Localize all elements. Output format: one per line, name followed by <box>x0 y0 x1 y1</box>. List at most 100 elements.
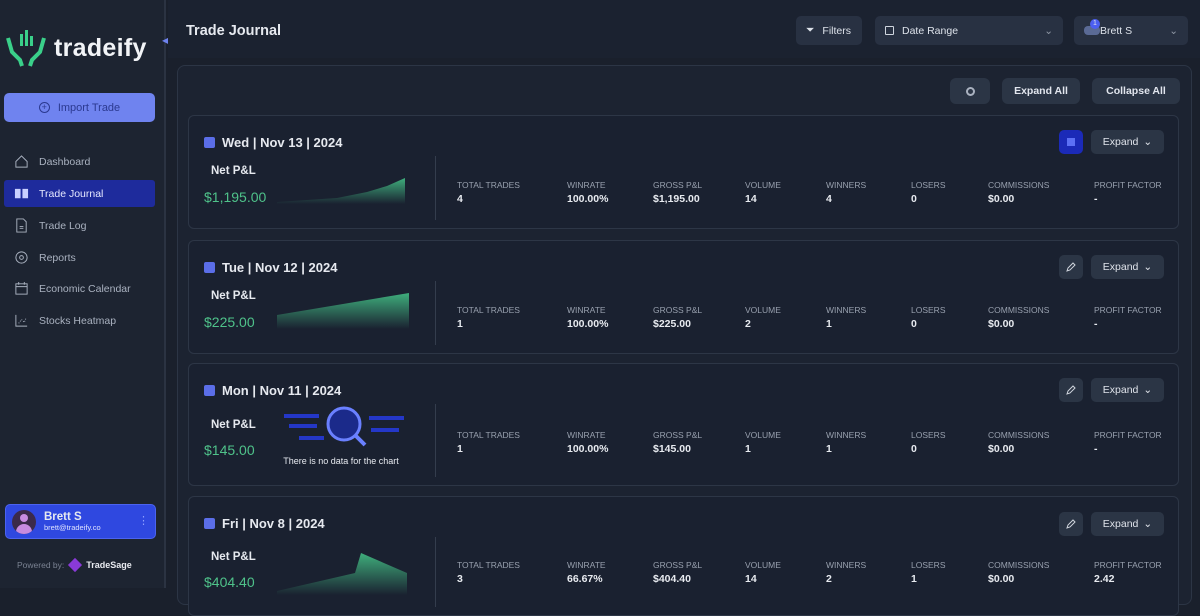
stat: VOLUME 14 <box>745 560 781 585</box>
stat-value: 4 <box>826 193 832 205</box>
edit-note-button[interactable] <box>1059 130 1083 154</box>
sidebar-item-reports[interactable]: Reports <box>4 244 155 271</box>
tradesage-logo-icon <box>68 557 83 573</box>
nav-label: Trade Log <box>39 219 87 232</box>
sidebar-item-dashboard[interactable]: Dashboard <box>4 148 155 175</box>
stat-value: 2 <box>826 573 832 585</box>
stat-value: $0.00 <box>988 318 1015 330</box>
no-data-magnifier-icon <box>284 406 404 447</box>
stat-value: 100.00% <box>567 318 609 330</box>
home-icon <box>15 155 28 168</box>
stat: WINRATE 66.67% <box>567 560 606 585</box>
day-date: Wed | Nov 13 | 2024 <box>204 135 342 150</box>
edit-icon <box>1066 385 1076 395</box>
calendar-icon <box>204 262 215 273</box>
date-label: Mon | Nov 11 | 2024 <box>222 383 342 398</box>
heatmap-icon <box>15 314 28 327</box>
calendar-icon <box>204 137 215 148</box>
stat-value: $1,195.00 <box>653 193 700 205</box>
sidebar-item-trade-log[interactable]: Trade Log <box>4 212 155 239</box>
powered-brand: TradeSage <box>86 560 132 570</box>
sidebar-item-stocks-heatmap[interactable]: Stocks Heatmap <box>4 307 155 334</box>
expand-button[interactable]: Expand ⌄ <box>1091 130 1164 154</box>
stat-label: LOSERS <box>911 430 946 440</box>
stat-label: GROSS P&L <box>653 180 703 190</box>
account-select[interactable]: 1 Brett S ⌄ <box>1074 16 1188 45</box>
edit-icon <box>1066 262 1076 272</box>
calendar-icon <box>885 26 894 35</box>
expand-button[interactable]: Expand ⌄ <box>1091 255 1164 279</box>
net-pnl-value: $225.00 <box>204 314 255 330</box>
edit-icon <box>1067 138 1075 146</box>
stat-label: GROSS P&L <box>653 430 703 440</box>
chevron-down-icon: ⌄ <box>1143 384 1153 396</box>
expand-all-button[interactable]: Expand All <box>1002 78 1080 104</box>
stat-value: 0 <box>911 318 917 330</box>
net-pnl-label: Net P&L <box>211 290 256 302</box>
stat: WINNERS 1 <box>826 430 866 455</box>
date-range-label: Date Range <box>902 24 959 37</box>
stat-label: WINNERS <box>826 305 867 315</box>
sidebar-item-trade-journal[interactable]: Trade Journal <box>4 180 155 207</box>
stat-label: WINRATE <box>567 430 606 440</box>
stat-label: PROFIT FACTOR <box>1094 305 1162 315</box>
stat-label: COMMISSIONS <box>988 430 1050 440</box>
import-trade-button[interactable]: + Import Trade <box>4 93 155 122</box>
edit-note-button[interactable] <box>1059 378 1083 402</box>
powered-by: Powered by: TradeSage <box>17 557 132 573</box>
nav-label: Stocks Heatmap <box>39 314 117 327</box>
sidebar-item-economic-calendar[interactable]: Economic Calendar <box>4 275 155 302</box>
account-label: Brett S <box>1100 24 1133 37</box>
expand-button[interactable]: Expand ⌄ <box>1091 378 1164 402</box>
stat-label: GROSS P&L <box>653 560 703 570</box>
edit-note-button[interactable] <box>1059 255 1083 279</box>
stat: COMMISSIONS $0.00 <box>988 305 1049 330</box>
stat-label: TOTAL TRADES <box>457 430 520 440</box>
collapse-all-button[interactable]: Collapse All <box>1092 78 1180 104</box>
stat-value: 100.00% <box>567 443 609 455</box>
stat: WINRATE 100.00% <box>567 305 608 330</box>
more-vertical-icon[interactable]: ⋮ <box>138 515 149 527</box>
day-card: Wed | Nov 13 | 2024 Expand ⌄ Net P&L $1,1… <box>188 115 1179 229</box>
net-pnl-label: Net P&L <box>211 551 256 563</box>
calendar-icon <box>204 385 215 396</box>
stat-label: VOLUME <box>745 180 781 190</box>
stat: PROFIT FACTOR - <box>1094 305 1162 330</box>
edit-note-button[interactable] <box>1059 512 1083 536</box>
date-range-select[interactable]: Date Range ⌄ <box>875 16 1063 45</box>
stat-value: $145.00 <box>653 443 691 455</box>
filters-button[interactable]: ⏷ Filters <box>796 16 862 45</box>
logo[interactable]: tradeify <box>6 28 147 68</box>
stat-value: 1 <box>457 443 463 455</box>
stat-value: 100.00% <box>567 193 609 205</box>
stat-label: WINNERS <box>826 560 867 570</box>
document-icon <box>16 218 27 233</box>
chevron-down-icon: ⌄ <box>1143 261 1153 273</box>
stat: GROSS P&L $225.00 <box>653 305 702 330</box>
calendar-icon <box>204 518 215 529</box>
stat-label: WINRATE <box>567 305 606 315</box>
settings-button[interactable] <box>950 78 990 104</box>
expand-button[interactable]: Expand ⌄ <box>1091 512 1164 536</box>
stat: VOLUME 2 <box>745 305 781 330</box>
sidebar: tradeify + Import Trade Dashboard Trade … <box>0 0 166 588</box>
expand-label: Expand <box>1102 136 1139 148</box>
stat-value: - <box>1094 193 1098 205</box>
stat-label: PROFIT FACTOR <box>1094 560 1162 570</box>
divider <box>435 156 436 220</box>
stat-value: 1 <box>826 443 832 455</box>
stat-label: LOSERS <box>911 305 946 315</box>
stat: GROSS P&L $145.00 <box>653 430 702 455</box>
stat: PROFIT FACTOR 2.42 <box>1094 560 1162 585</box>
stat: LOSERS 1 <box>911 560 946 585</box>
stat: COMMISSIONS $0.00 <box>988 560 1049 585</box>
expand-label: Expand <box>1102 518 1139 530</box>
stat-value: 2.42 <box>1094 573 1115 585</box>
chevron-down-icon: ⌄ <box>1143 136 1153 148</box>
net-pnl-value: $145.00 <box>204 442 255 458</box>
expand-label: Expand <box>1102 261 1139 273</box>
collapse-sidebar-icon[interactable]: ◀ <box>162 36 169 45</box>
stat: WINNERS 1 <box>826 305 866 330</box>
nav-label: Dashboard <box>39 155 91 168</box>
